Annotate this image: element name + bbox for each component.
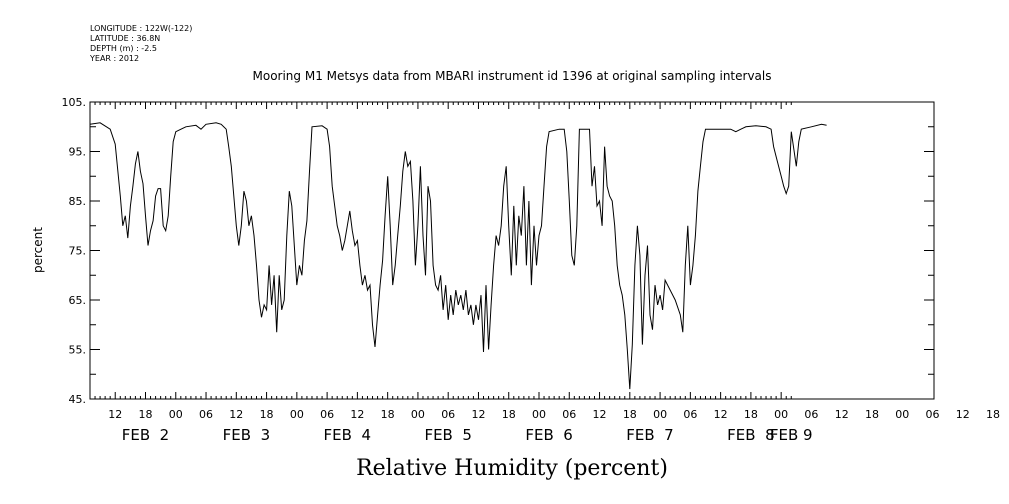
x-day-label: FEB 8: [727, 426, 774, 444]
x-day-label: FEB 9: [770, 426, 813, 444]
x-tick-label: 12: [714, 408, 728, 421]
x-tick-label: 12: [593, 408, 607, 421]
x-day-label: FEB 2: [122, 426, 169, 444]
x-tick-label: 12: [229, 408, 243, 421]
x-tick-label: 18: [260, 408, 274, 421]
chart-title: Mooring M1 Metsys data from MBARI instru…: [253, 69, 772, 83]
y-axis-label: percent: [31, 227, 45, 273]
x-tick-label: 06: [683, 408, 697, 421]
x-tick-label: 06: [926, 408, 940, 421]
x-tick-label: 12: [108, 408, 122, 421]
x-tick-label: 18: [381, 408, 395, 421]
x-tick-label: 18: [138, 408, 152, 421]
x-day-label: FEB 7: [626, 426, 673, 444]
x-tick-label: 12: [956, 408, 970, 421]
y-tick-label: 55.: [69, 344, 87, 357]
x-day-label: FEB 4: [324, 426, 371, 444]
x-tick-label: 18: [623, 408, 637, 421]
metadata-block: LONGITUDE : 122W(-122) LATITUDE : 36.8N …: [89, 24, 192, 63]
x-tick-label: 06: [441, 408, 455, 421]
meta-latitude: LATITUDE : 36.8N: [90, 34, 160, 43]
x-tick-label: 18: [502, 408, 516, 421]
x-tick-label: 00: [290, 408, 304, 421]
x-tick-label: 00: [774, 408, 788, 421]
series-line: [89, 122, 827, 390]
x-tick-label: 12: [471, 408, 485, 421]
y-tick-label: 105.: [62, 96, 87, 109]
y-tick-label: 95.: [69, 146, 87, 159]
x-tick-label: 06: [320, 408, 334, 421]
x-hour-tick-labels: 12 18 00 06 12 18 00 06 12 18 00 06 12 18 00 06 12 18 00 06…: [108, 408, 1000, 421]
meta-year: YEAR : 2012: [89, 54, 139, 63]
x-tick-label: 18: [865, 408, 879, 421]
y-tick-labels: 45. 55. 65. 75. 85. 95. 105.: [62, 96, 87, 406]
x-tick-label: 00: [532, 408, 546, 421]
x-tick-label: 00: [653, 408, 667, 421]
x-tick-label: 06: [804, 408, 818, 421]
x-day-label: FEB 3: [223, 426, 270, 444]
x-day-label: FEB 6: [525, 426, 572, 444]
y-tick-label: 85.: [69, 195, 87, 208]
meta-longitude: LONGITUDE : 122W(-122): [90, 24, 192, 33]
meta-depth: DEPTH (m) : -2.5: [90, 44, 157, 53]
x-tick-label: 00: [169, 408, 183, 421]
y-tick-label: 45.: [69, 393, 87, 406]
x-day-label: FEB 5: [424, 426, 471, 444]
x-tick-label: 06: [562, 408, 576, 421]
x-tick-label: 00: [411, 408, 425, 421]
y-tick-label: 65.: [69, 294, 87, 307]
y-tick-label: 75.: [69, 245, 87, 258]
x-tick-label: 00: [895, 408, 909, 421]
x-tick-label: 12: [350, 408, 364, 421]
x-axis-label: Relative Humidity (percent): [356, 456, 668, 481]
x-tick-label: 06: [199, 408, 213, 421]
x-tick-label: 12: [835, 408, 849, 421]
axis-ticks: [89, 101, 934, 400]
x-tick-label: 18: [744, 408, 758, 421]
x-tick-label: 18: [986, 408, 1000, 421]
